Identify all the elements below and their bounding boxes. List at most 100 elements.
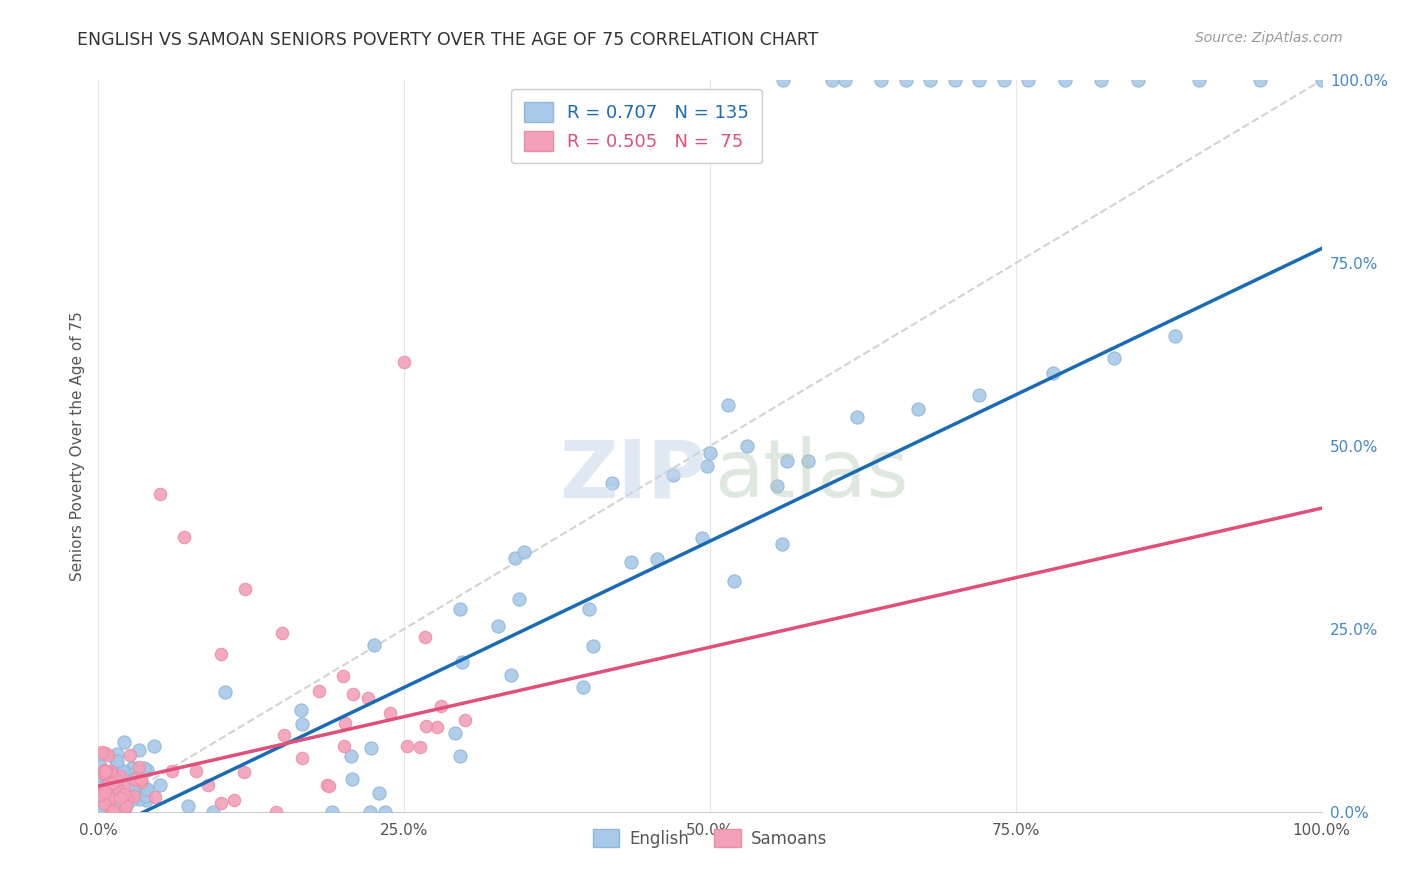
Point [332, 739, 354, 753]
Point [111, 786, 134, 800]
Point [117, 783, 139, 797]
Point [93, 792, 115, 806]
Point [97, 799, 120, 814]
Point [112, 767, 135, 781]
Point [107, 784, 129, 798]
Point [894, 73, 917, 87]
Point [122, 773, 145, 788]
Point [112, 795, 135, 809]
Point [360, 741, 382, 756]
Point [89, 747, 111, 762]
Text: Source: ZipAtlas.com: Source: ZipAtlas.com [1195, 31, 1343, 45]
Point [96, 779, 118, 793]
Point [107, 786, 129, 800]
Point [209, 648, 232, 662]
Point [89, 784, 111, 798]
Point [105, 796, 128, 810]
Point [1164, 329, 1187, 343]
Point [430, 698, 453, 713]
Point [89, 758, 111, 772]
Point [97, 805, 120, 819]
Point [103, 787, 125, 801]
Point [93, 764, 115, 778]
Point [94, 785, 117, 799]
Point [97, 747, 120, 762]
Point [395, 739, 418, 754]
Point [149, 486, 172, 500]
Point [335, 716, 357, 731]
Point [120, 772, 142, 786]
Point [368, 786, 391, 800]
Point [135, 763, 157, 777]
Point [89, 775, 111, 789]
Point [723, 574, 745, 589]
Point [93, 798, 115, 813]
Point [129, 772, 152, 786]
Point [94, 768, 117, 782]
Point [1310, 73, 1333, 87]
Point [93, 796, 115, 810]
Point [770, 537, 793, 551]
Point [108, 790, 131, 805]
Point [97, 776, 120, 790]
Point [97, 776, 120, 790]
Point [111, 789, 134, 804]
Point [1249, 73, 1271, 87]
Text: atlas: atlas [714, 436, 908, 515]
Point [111, 764, 134, 779]
Point [197, 778, 219, 792]
Point [967, 388, 990, 402]
Point [105, 772, 128, 787]
Point [645, 552, 668, 566]
Text: ENGLISH VS SAMOAN SENIORS POVERTY OVER THE AGE OF 75 CORRELATION CHART: ENGLISH VS SAMOAN SENIORS POVERTY OVER T… [77, 31, 818, 49]
Point [342, 687, 364, 701]
Point [451, 655, 474, 669]
Point [662, 468, 685, 483]
Point [110, 796, 132, 810]
Point [363, 638, 385, 652]
Point [426, 720, 449, 734]
Point [90, 745, 112, 759]
Point [967, 73, 990, 87]
Point [356, 691, 378, 706]
Point [222, 793, 245, 807]
Point [111, 764, 134, 778]
Point [134, 761, 156, 775]
Point [316, 778, 339, 792]
Point [89, 789, 111, 803]
Point [409, 740, 432, 755]
Point [1042, 366, 1064, 380]
Point [124, 772, 146, 786]
Point [101, 778, 124, 792]
Point [342, 772, 364, 786]
Point [97, 790, 120, 805]
Point [776, 453, 799, 467]
Point [186, 764, 208, 779]
Point [94, 764, 117, 778]
Point [135, 793, 157, 807]
Point [142, 739, 165, 753]
Point [129, 789, 152, 803]
Point [98, 791, 121, 805]
Point [264, 805, 287, 819]
Point [1017, 73, 1039, 87]
Point [415, 718, 437, 732]
Point [112, 735, 135, 749]
Point [94, 765, 117, 780]
Point [201, 805, 224, 819]
Point [454, 714, 477, 728]
Point [94, 803, 117, 817]
Point [128, 792, 150, 806]
Point [108, 763, 131, 777]
Point [115, 792, 138, 806]
Point [122, 789, 145, 803]
Point [136, 781, 159, 796]
Point [111, 780, 134, 795]
Point [717, 398, 740, 412]
Point [105, 754, 128, 768]
Point [103, 787, 125, 801]
Point [103, 804, 125, 818]
Point [100, 774, 122, 789]
Point [112, 804, 135, 818]
Point [321, 805, 343, 819]
